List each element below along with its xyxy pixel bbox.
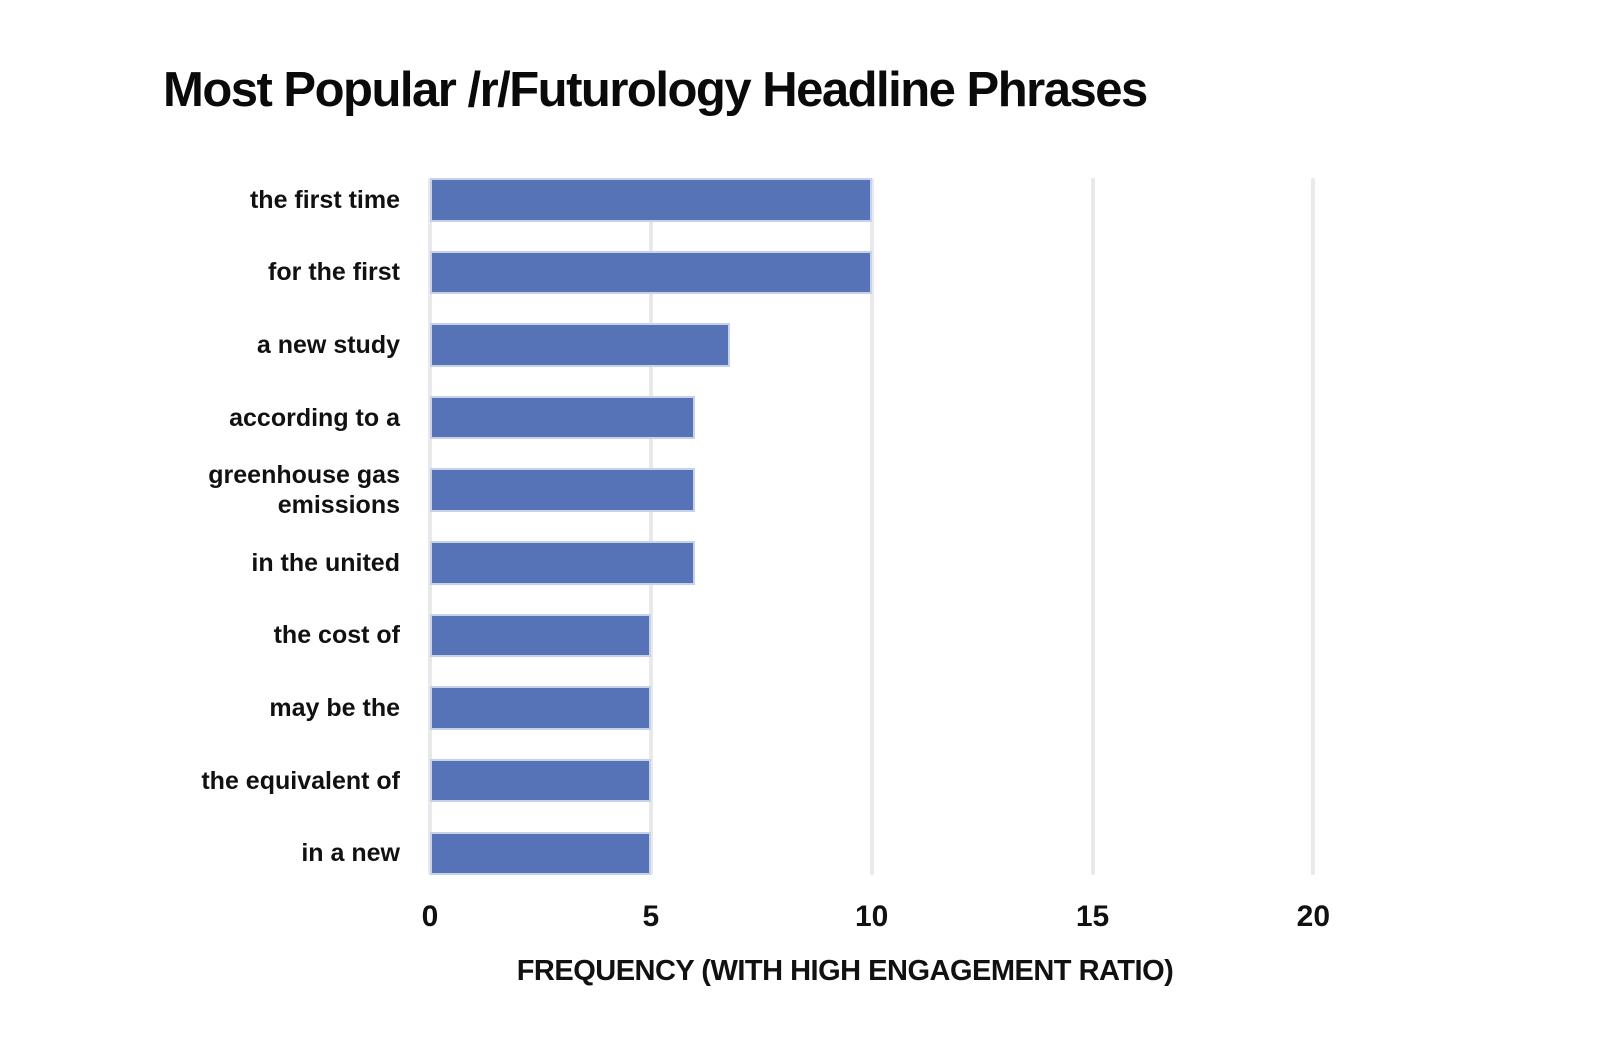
- category-label: in a new: [301, 839, 400, 868]
- x-tick-label: 0: [421, 900, 439, 933]
- category-label: the equivalent of: [201, 766, 400, 795]
- bar: [430, 395, 695, 440]
- x-tick-label: 15: [1075, 900, 1110, 933]
- gridline: [869, 178, 874, 875]
- plot-area: [428, 178, 1490, 875]
- x-tick-label: 20: [1296, 900, 1331, 933]
- x-axis-ticks: 0 5 10 15 20: [422, 900, 1490, 940]
- category-label: the cost of: [273, 621, 400, 650]
- chart-title: Most Popular /r/Futurology Headline Phra…: [163, 63, 1148, 117]
- y-axis-labels: the first time for the first a new study ac…: [0, 178, 400, 875]
- category-label: according to a: [229, 403, 400, 432]
- bar: [430, 323, 731, 367]
- x-tick-label: 5: [642, 900, 660, 933]
- gridline: [1090, 178, 1095, 875]
- bar: [430, 250, 872, 295]
- category-label: greenhouse gas emissions: [208, 461, 400, 520]
- category-label: for the first: [268, 258, 400, 287]
- bar: [430, 758, 651, 803]
- category-label: the first time: [249, 185, 400, 214]
- gridline: [1311, 178, 1316, 875]
- x-tick-label: 10: [854, 900, 889, 933]
- category-label: in the united: [251, 548, 400, 577]
- bar: [430, 613, 651, 658]
- category-label: may be the: [269, 694, 400, 723]
- bar: [430, 178, 872, 222]
- bar: [430, 831, 651, 875]
- gridline: [648, 178, 653, 875]
- category-label: a new study: [256, 330, 400, 359]
- bar: [430, 541, 695, 585]
- bar: [430, 468, 695, 512]
- x-axis-label: FREQUENCY (WITH HIGH ENGAGEMENT RATIO): [516, 955, 1174, 987]
- gridline: [428, 178, 432, 875]
- bar: [430, 686, 651, 730]
